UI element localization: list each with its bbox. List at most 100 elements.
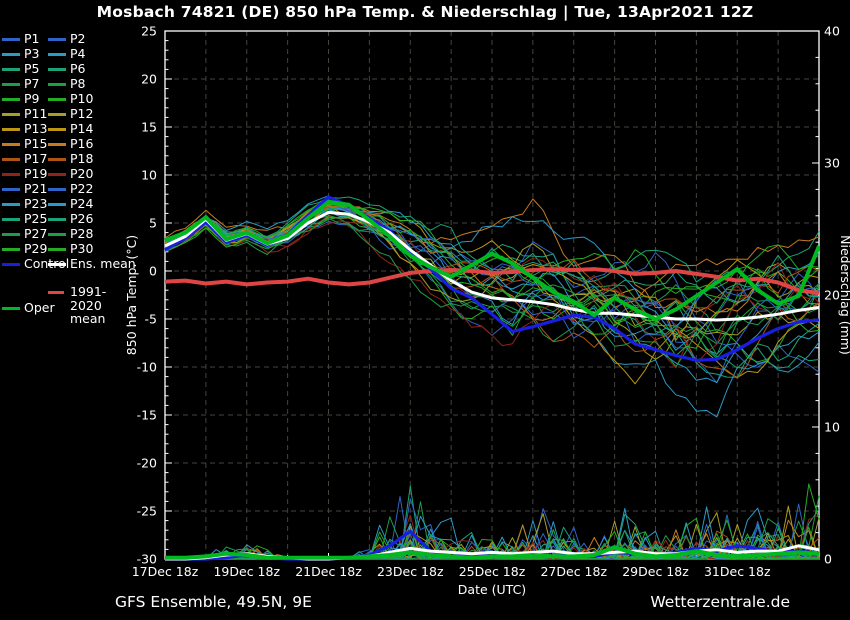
- member-temp-line: [164, 203, 820, 357]
- legend-member-p1-label: P1: [24, 31, 40, 46]
- legend-ens-mean-label: Ens. mean: [70, 256, 136, 271]
- legend-member-p4-swatch: [48, 53, 66, 56]
- legend-member-p24-label: P24: [70, 196, 94, 211]
- legend-member-p14-label: P14: [70, 121, 94, 136]
- legend-oper-swatch: [2, 307, 20, 310]
- legend-member-p16-swatch: [48, 143, 66, 146]
- precip-axis-tick-label: 20: [824, 288, 840, 303]
- legend-member-p4-label: P4: [70, 46, 86, 61]
- legend-member-p6-label: P6: [70, 61, 86, 76]
- legend-member-p22-swatch: [48, 188, 66, 191]
- legend-member-p18-label: P18: [70, 151, 94, 166]
- legend-control-label: Control: [24, 256, 70, 271]
- right-y-axis-title: Niederschlag (mm): [838, 235, 850, 355]
- legend-member-p5-swatch: [2, 68, 20, 71]
- temp-axis-tick-label: -30: [137, 552, 157, 567]
- date-axis-tick-label: 29Dec 18z: [622, 564, 689, 579]
- legend-member-p20-label: P20: [70, 166, 94, 181]
- precip-axis-tick-label: 30: [824, 156, 840, 171]
- legend-member-p16-label: P16: [70, 136, 94, 151]
- legend-member-p3-swatch: [2, 53, 20, 56]
- legend-member-p19-label: P19: [24, 166, 48, 181]
- legend-member-p12-label: P12: [70, 106, 94, 121]
- legend-member-p18-swatch: [48, 158, 66, 161]
- member-temp-line: [164, 202, 820, 321]
- temp-axis-tick-label: -20: [137, 456, 157, 471]
- legend-clim-mean-swatch: [48, 291, 64, 294]
- legend-member-p27-swatch: [2, 233, 20, 236]
- member-temp-line: [164, 214, 820, 368]
- legend-member-p19-swatch: [2, 173, 20, 176]
- legend-member-p8-label: P8: [70, 76, 86, 91]
- oper-precip-line: [165, 545, 820, 560]
- date-axis-tick-label: 21Dec 18z: [295, 564, 362, 579]
- legend-member-p14-swatch: [48, 128, 66, 131]
- temp-axis-tick-label: -10: [137, 360, 157, 375]
- legend-member-p20-swatch: [48, 173, 66, 176]
- member-temp-line: [164, 211, 820, 369]
- legend-member-p21-label: P21: [24, 181, 48, 196]
- precip-axis-tick-label: 10: [824, 420, 840, 435]
- legend-member-p9-swatch: [2, 98, 20, 101]
- legend-member-p17-swatch: [2, 158, 20, 161]
- date-axis-tick-label: 23Dec 18z: [377, 564, 444, 579]
- temp-axis-tick-label: 25: [141, 24, 157, 39]
- legend-member-p10-swatch: [48, 98, 66, 101]
- temp-axis-tick-label: 20: [141, 72, 157, 87]
- axis-labels: 25 20 15 10 5 0 -5 -10 -15 -20 -25 -30 40 30 20 10 0 17De…: [124, 24, 850, 598]
- clim-mean-line: [164, 267, 820, 296]
- legend-member-p21-swatch: [2, 188, 20, 191]
- oper-line: [164, 199, 820, 321]
- legend-member-p10-label: P10: [70, 91, 94, 106]
- member-temp-line: [164, 207, 820, 384]
- precip-axis-tick-label: 40: [824, 24, 840, 39]
- legend-member-p27-label: P27: [24, 226, 48, 241]
- precip-axis-tick-label: 0: [824, 552, 832, 567]
- legend-member-p5-label: P5: [24, 61, 40, 76]
- legend-member-p15-swatch: [2, 143, 20, 146]
- member-temp-line: [164, 215, 820, 369]
- page-title: Mosbach 74821 (DE) 850 hPa Temp. & Niede…: [96, 3, 754, 21]
- legend-member-p28-label: P28: [70, 226, 94, 241]
- legend-ens-mean-swatch: [48, 263, 66, 266]
- legend-member-p1-swatch: [2, 38, 20, 41]
- temp-axis-tick-label: 5: [149, 216, 157, 231]
- legend-clim-mean-label: 1991-2020 mean: [70, 284, 107, 326]
- legend-member-p2-label: P2: [70, 31, 86, 46]
- legend-oper-label: Oper: [24, 300, 55, 315]
- legend-member-p17-label: P17: [24, 151, 48, 166]
- legend-member-p23-swatch: [2, 203, 20, 206]
- legend-member-p25-label: P25: [24, 211, 48, 226]
- legend-member-p9-label: P9: [24, 91, 40, 106]
- temp-axis-tick-label: 15: [141, 120, 157, 135]
- temp-axis-tick-label: 10: [141, 168, 157, 183]
- date-axis-tick-label: 31Dec 18z: [704, 564, 771, 579]
- member-temp-line: [164, 195, 820, 383]
- legend-member-p28-swatch: [48, 233, 66, 236]
- date-axis-tick-label: 25Dec 18z: [459, 564, 526, 579]
- legend-member-p30-swatch: [48, 248, 66, 251]
- temp-axis-tick-label: -15: [137, 408, 157, 423]
- legend-member-p6-swatch: [48, 68, 66, 71]
- legend-member-p24-swatch: [48, 203, 66, 206]
- legend-control-swatch: [2, 263, 20, 266]
- left-y-axis-title: 850 hPa Temp. (°C): [124, 235, 139, 355]
- legend-member-p2-swatch: [48, 38, 66, 41]
- temp-axis-tick-label: -25: [137, 504, 157, 519]
- legend-member-p13-swatch: [2, 128, 20, 131]
- x-axis-title: Date (UTC): [458, 582, 526, 597]
- legend-member-p29-label: P29: [24, 241, 48, 256]
- legend-member-p13-label: P13: [24, 121, 48, 136]
- legend-member-p12-swatch: [48, 113, 66, 116]
- legend-member-p23-label: P23: [24, 196, 48, 211]
- legend-member-p25-swatch: [2, 218, 20, 221]
- legend-member-p8-swatch: [48, 83, 66, 86]
- legend-member-p30-label: P30: [70, 241, 94, 256]
- date-axis-tick-label: 27Dec 18z: [540, 564, 607, 579]
- temp-axis-tick-label: 0: [149, 264, 157, 279]
- legend-member-p3-label: P3: [24, 46, 40, 61]
- legend-member-p22-label: P22: [70, 181, 94, 196]
- model-info-text: GFS Ensemble, 49.5N, 9E: [115, 593, 312, 611]
